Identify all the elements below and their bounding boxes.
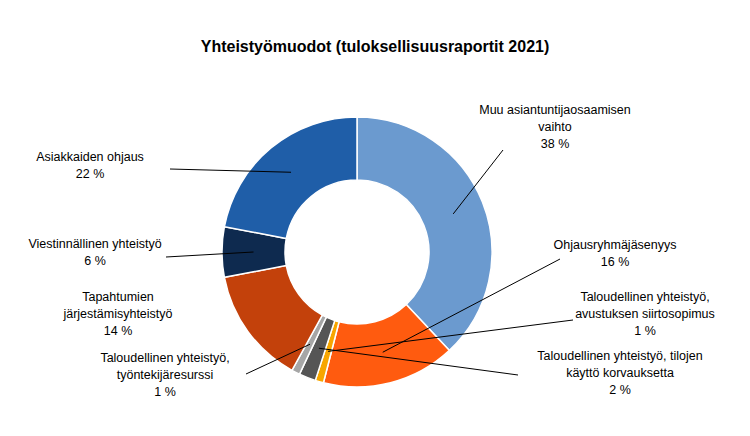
value-label: 22 % — [76, 167, 105, 181]
leader-line — [453, 150, 503, 214]
slice — [323, 304, 449, 387]
chart-svg: Yhteistyömuodot (tuloksellisuusraportit … — [0, 0, 750, 436]
slice — [224, 265, 322, 370]
category-label: Asiakkaiden ohjaus — [36, 150, 144, 164]
value-label: 6 % — [84, 254, 106, 268]
category-label-line: Viestinnällinen yhteistyö — [28, 237, 161, 251]
category-label-line: työntekijäresurssi — [117, 368, 214, 382]
category-label-line: Asiakkaiden ohjaus — [36, 150, 144, 164]
value-label: 1 % — [154, 385, 176, 399]
value-label: 16 % — [601, 255, 630, 269]
slice — [357, 117, 492, 350]
category-label-line: järjestämisyhteistyö — [62, 307, 172, 321]
category-label-line: Ohjausryhmäjäsenyys — [554, 238, 677, 252]
chart-container: Yhteistyömuodot (tuloksellisuusraportit … — [0, 0, 750, 436]
category-label: Viestinnällinen yhteistyö — [28, 237, 161, 251]
value-label: 14 % — [104, 324, 133, 338]
value-label: 2 % — [609, 383, 631, 397]
leader-line — [383, 259, 560, 352]
category-label-line: Taloudellinen yhteistyö, tilojen — [537, 349, 702, 363]
labels: Muu asiantuntijaosaamisen vaihto 38 % Ohjau… — [28, 103, 714, 399]
category-label: Taloudellinen yhteistyö, avustuksen siirt… — [575, 290, 715, 321]
leader-line — [319, 348, 518, 375]
value-label: 38 % — [541, 137, 570, 151]
category-label-line: käyttö korvauksetta — [566, 366, 674, 380]
category-label-line: Taloudellinen yhteistyö, — [580, 290, 709, 304]
category-label: Ohjausryhmäjäsenyys — [554, 238, 677, 252]
category-label: Taloudellinen yhteistyö, työntekijäresurs… — [100, 351, 229, 382]
category-label-line: vaihto — [538, 120, 571, 134]
slices — [222, 117, 492, 387]
slice — [224, 117, 357, 239]
category-label-line: Muu asiantuntijaosaamisen — [479, 103, 631, 117]
leader-line — [170, 169, 291, 172]
leader-line — [328, 320, 573, 351]
leader-line — [166, 252, 254, 257]
category-label-line: Tapahtumien — [82, 290, 154, 304]
leader-line — [246, 344, 310, 374]
value-label: 1 % — [634, 324, 656, 338]
category-label: Tapahtumien järjestämisyhteistyö — [62, 290, 172, 321]
category-label: Muu asiantuntijaosaamisen vaihto — [479, 103, 631, 134]
category-label-line: Taloudellinen yhteistyö, — [100, 351, 229, 365]
category-label: Taloudellinen yhteistyö, tilojen käyttö k… — [537, 349, 702, 380]
category-label-line: avustuksen siirtosopimus — [575, 307, 715, 321]
chart-title: Yhteistyömuodot (tuloksellisuusraportit … — [201, 38, 550, 55]
